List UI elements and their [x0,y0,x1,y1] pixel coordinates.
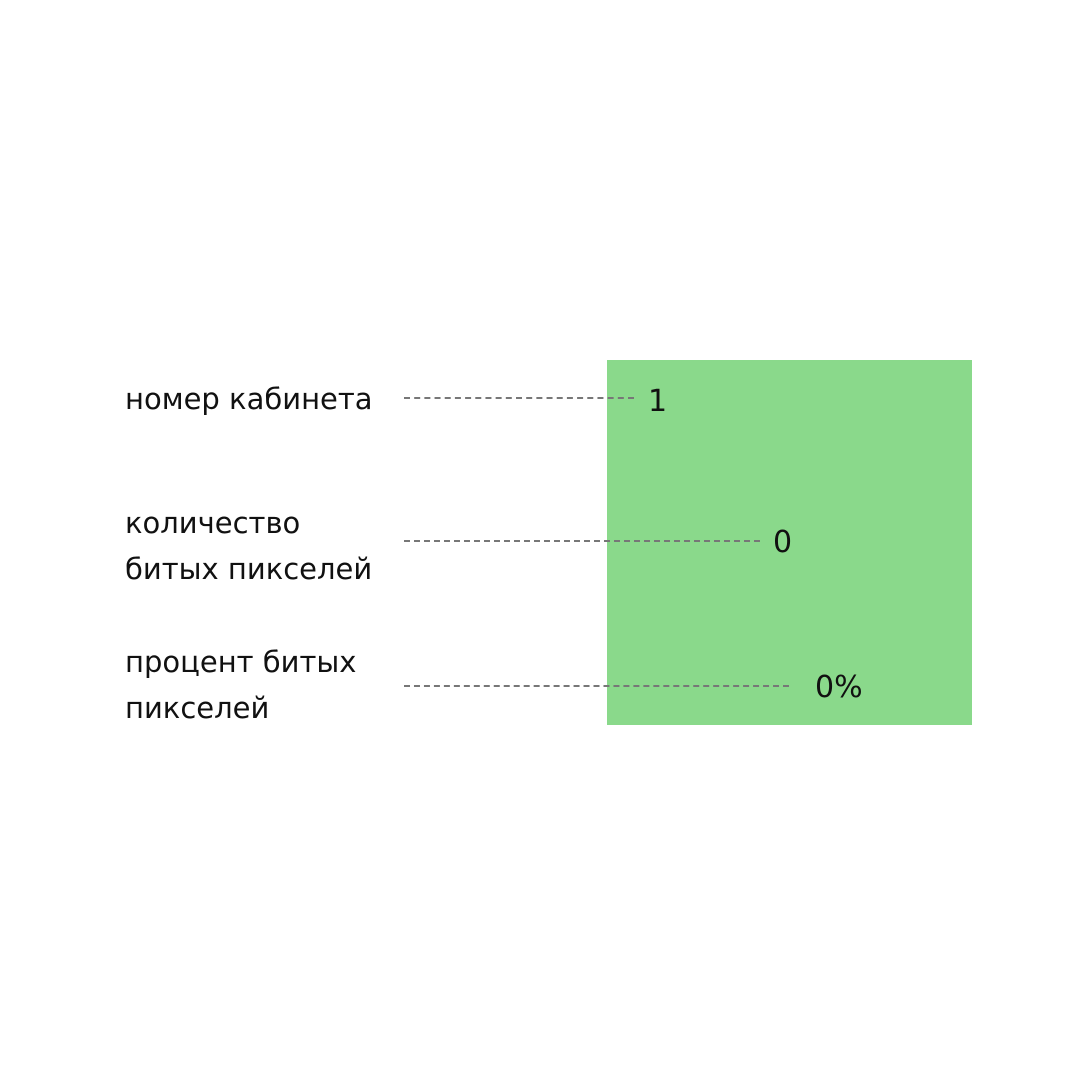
dead-pixel-count-value: 0 [773,525,793,560]
label-line: пикселей [125,691,270,725]
dead-pixel-percent-label: процент битых пикселей [125,639,356,731]
dead-pixel-percent-value: 0% [815,670,863,705]
label-line: количество [125,506,301,540]
room-number-label: номер кабинета [125,376,373,422]
room-number-leader-line [404,397,634,399]
label-line: процент битых [125,645,357,679]
room-number-value: 1 [648,384,668,419]
dead-pixel-count-leader-line [404,540,760,542]
label-line: битых пикселей [125,552,373,586]
dead-pixel-count-label: количество битых пикселей [125,500,372,592]
label-line: номер кабинета [125,382,373,416]
cabinet-tile [607,360,972,725]
dead-pixel-percent-leader-line [404,685,789,687]
